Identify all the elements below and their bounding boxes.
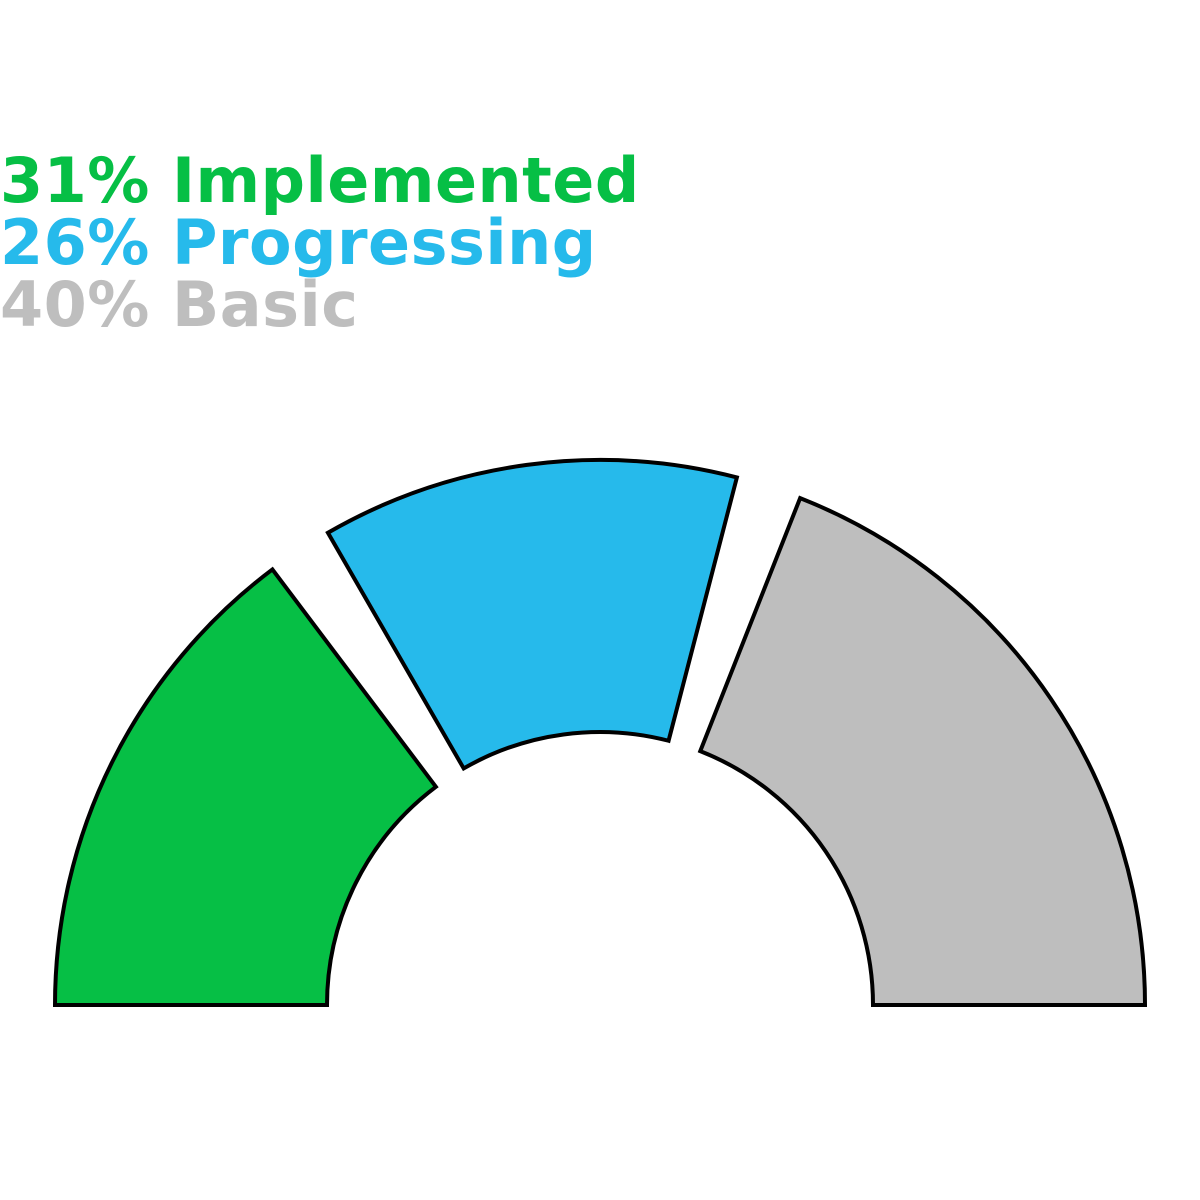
gauge-segment-implemented xyxy=(52,566,439,1007)
legend-item-basic: 40% Basic xyxy=(0,268,359,341)
legend-item-implemented: 31% Implemented xyxy=(0,144,640,217)
gauge-segment-basic xyxy=(697,495,1148,1007)
legend-item-progressing: 26% Progressing xyxy=(0,206,597,279)
chart-legend: 31% Implemented 26% Progressing 40% Basi… xyxy=(0,150,640,336)
gauge-segment-progressing xyxy=(325,458,740,772)
